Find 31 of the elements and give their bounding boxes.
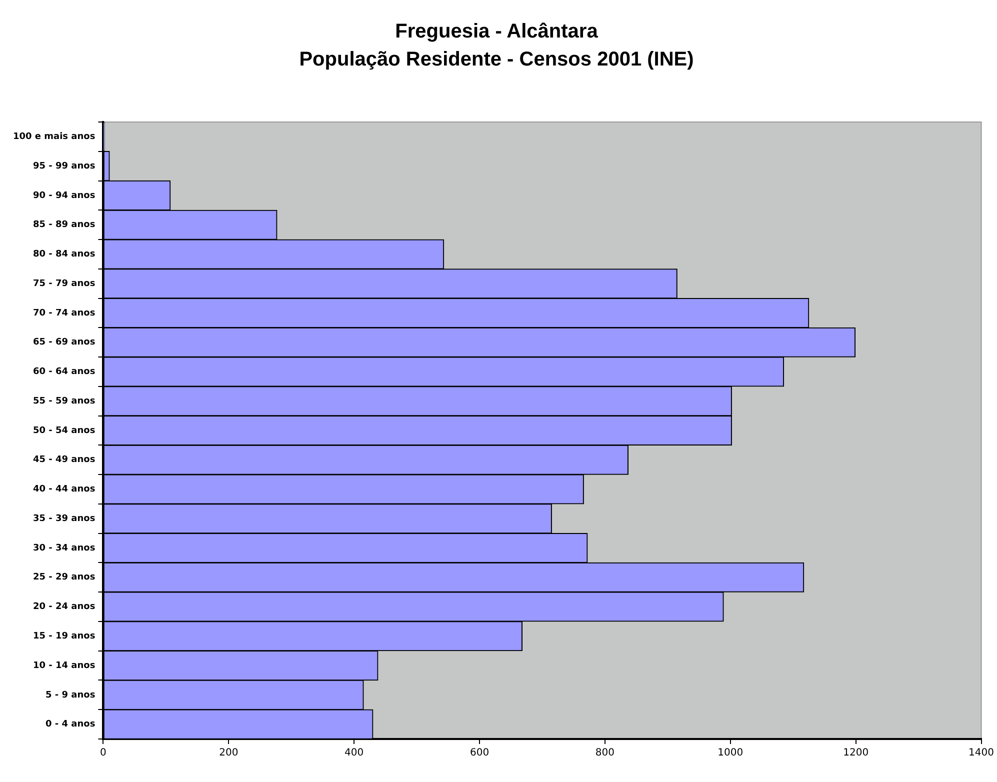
y-tick-label: 0 - 4 anos (46, 720, 96, 730)
y-tick-label: 15 - 19 anos (32, 632, 96, 642)
y-tick-label: 20 - 24 anos (32, 602, 96, 612)
y-tick-label: 30 - 34 anos (32, 543, 96, 554)
y-tick-label: 5 - 9 anos (46, 690, 96, 700)
y-tick-label: 75 - 79 anos (32, 278, 96, 289)
x-tick-label: 0 (100, 748, 106, 759)
x-tick-label: 400 (344, 748, 364, 759)
y-tick-label: 55 - 59 anos (32, 396, 96, 406)
y-tick-label: 70 - 74 anos (32, 308, 96, 318)
y-tick-label: 40 - 44 anos (32, 484, 96, 495)
x-tick-label: 1400 (968, 748, 994, 759)
chart-subtitle: População Residente - Censos 2001 (INE) (299, 48, 694, 71)
y-tick-label: 85 - 89 anos (32, 220, 96, 230)
x-tick-label: 600 (470, 748, 490, 759)
y-tick-label: 10 - 14 anos (32, 660, 96, 671)
x-tick-label: 800 (595, 748, 615, 759)
y-tick-label: 65 - 69 anos (32, 338, 96, 348)
x-tick-label: 200 (219, 748, 238, 759)
y-tick-label: 50 - 54 anos (32, 426, 96, 436)
y-tick-label: 60 - 64 anos (32, 367, 96, 378)
y-tick-label: 35 - 39 anos (32, 514, 96, 524)
y-tick-label: 95 - 99 anos (32, 161, 96, 172)
y-tick-label: 80 - 84 anos (32, 250, 96, 260)
y-tick-label: 45 - 49 anos (32, 455, 96, 466)
chart-title: Freguesia - Alcântara (395, 20, 599, 43)
x-tick-label: 1200 (843, 748, 869, 759)
y-tick-label: 25 - 29 anos (32, 572, 96, 583)
y-tick-label: 100 e mais anos (12, 132, 96, 142)
y-tick-label: 90 - 94 anos (32, 190, 96, 201)
x-tick-label: 1000 (718, 748, 744, 759)
